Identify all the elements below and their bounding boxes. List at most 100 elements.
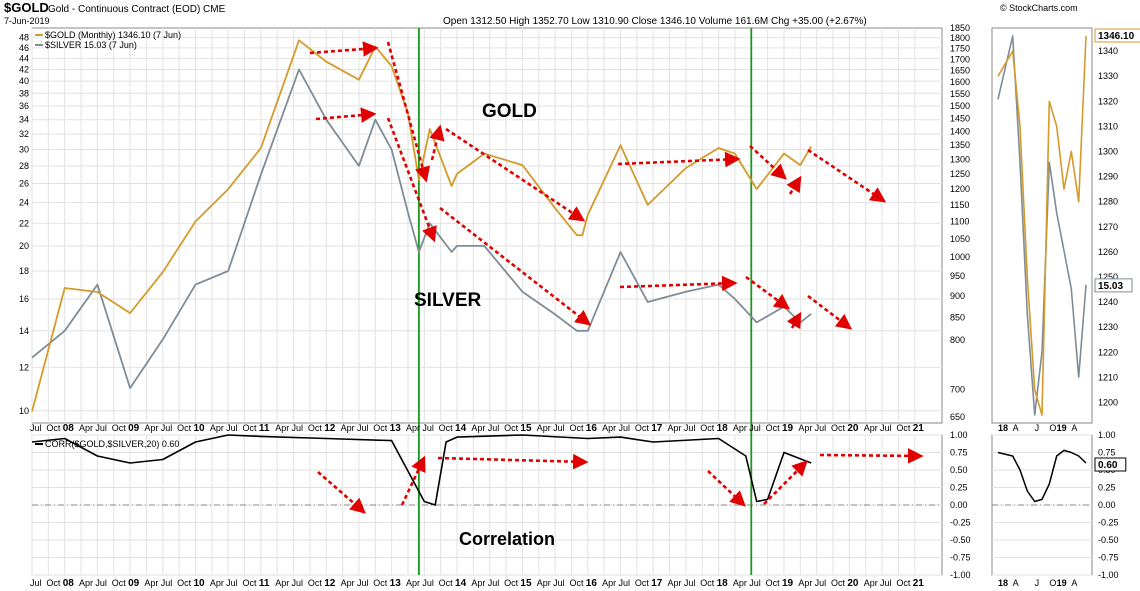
corr-tick-label: -0.75 <box>950 553 971 563</box>
symbol-title: $GOLD <box>4 0 49 15</box>
trend-arrow <box>749 145 787 180</box>
y-left-tick-label: 20 <box>19 241 29 251</box>
trend-arrow <box>315 107 377 123</box>
x-tick-label: Apr <box>471 423 485 433</box>
y-right-tick-label: 1150 <box>950 200 969 210</box>
x-tick-label: Apr <box>864 423 878 433</box>
x-tick-label: Jul <box>880 578 892 588</box>
y-left-tick-label: 30 <box>19 144 29 154</box>
side-tick-label: 1320 <box>1098 96 1118 106</box>
x-tick-label: Oct <box>766 578 781 588</box>
watermark: © StockCharts.com <box>1000 3 1078 13</box>
y-right-tick-label: 1700 <box>950 54 970 64</box>
y-left-tick-label: 24 <box>19 198 29 208</box>
side-x-tick-label: A <box>1013 423 1019 433</box>
x-tick-label: Oct <box>569 578 584 588</box>
x-tick-label: Apr <box>668 423 682 433</box>
side-tick-label: 1330 <box>1098 71 1118 81</box>
side-tick-label: 1300 <box>1098 146 1118 156</box>
side-x-tick-label: 18 <box>998 423 1008 433</box>
side-tick-label: 1200 <box>1098 397 1118 407</box>
y-left-tick-label: 14 <box>19 326 29 336</box>
gold-legend: $GOLD (Monthly) 1346.10 (7 Jun) <box>45 30 181 40</box>
y-left-tick-label: 32 <box>19 129 29 139</box>
side-corr-tick-label: -1.00 <box>1098 570 1119 580</box>
x-tick-label: Oct <box>896 423 911 433</box>
svg-text:0.60: 0.60 <box>1098 460 1118 471</box>
y-left-tick-label: 10 <box>19 406 29 416</box>
x-tick-label: Oct <box>373 423 388 433</box>
contract-name: Gold - Continuous Contract (EOD) CME <box>48 4 226 15</box>
corr-tick-label: -0.25 <box>950 518 971 528</box>
y-left-tick-label: 40 <box>19 76 29 86</box>
trend-arrow <box>807 148 887 203</box>
y-left-tick-label: 36 <box>19 101 29 111</box>
y-left-tick-label: 42 <box>19 64 29 74</box>
side-x-tick-label: O <box>1049 423 1056 433</box>
trend-arrow <box>819 448 924 464</box>
x-tick-label: 13 <box>390 578 402 589</box>
gold-annotation: GOLD <box>482 101 537 122</box>
x-tick-label: 19 <box>782 578 794 589</box>
trend-arrow <box>400 455 426 506</box>
panel-frame-0 <box>31 27 943 424</box>
y-right-tick-label: 650 <box>950 412 965 422</box>
x-tick-label: Apr <box>275 423 289 433</box>
y-right-tick-label: 1300 <box>950 154 970 164</box>
x-tick-label: Jul <box>30 578 42 588</box>
side-x-tick-label: A <box>1071 578 1077 588</box>
corr-tick-label: 0.75 <box>950 448 968 458</box>
silver-value-box: 15.03 <box>1094 278 1133 293</box>
trend-arrow <box>807 294 853 330</box>
x-tick-label: 14 <box>455 578 467 589</box>
x-tick-label: Oct <box>504 423 519 433</box>
x-tick-label: 08 <box>63 423 75 434</box>
trend-arrow <box>619 275 738 292</box>
x-tick-label: 18 <box>717 578 729 589</box>
x-tick-label: Oct <box>831 423 846 433</box>
side-x-tick-label: 19 <box>1057 578 1067 588</box>
side-x-tick-label: 19 <box>1057 423 1067 433</box>
side-tick-label: 1260 <box>1098 247 1118 257</box>
side-corr-tick-label: 1.00 <box>1098 430 1116 440</box>
y-left-tick-label: 46 <box>19 43 29 53</box>
panel-frame-2 <box>991 27 1093 424</box>
y-right-tick-label: 1550 <box>950 89 970 99</box>
x-tick-label: 10 <box>193 423 205 434</box>
x-tick-label: Apr <box>144 423 158 433</box>
x-tick-label: 17 <box>651 578 663 589</box>
x-tick-label: Jul <box>880 423 892 433</box>
x-tick-label: Oct <box>243 423 258 433</box>
x-tick-label: Oct <box>569 423 584 433</box>
side-tick-label: 1290 <box>1098 172 1118 182</box>
x-tick-label: Jul <box>292 423 304 433</box>
x-tick-label: Oct <box>635 578 650 588</box>
x-tick-label: Apr <box>733 423 747 433</box>
trend-arrow <box>429 124 445 161</box>
x-tick-label: Apr <box>537 423 551 433</box>
y-right-tick-label: 1250 <box>950 169 970 179</box>
trend-arrow <box>386 117 437 243</box>
y-right-tick-label: 1200 <box>950 184 970 194</box>
date-label: 7-Jun-2019 <box>4 16 50 26</box>
trend-arrow <box>745 275 791 310</box>
x-tick-label: Oct <box>766 423 781 433</box>
y-left-tick-label: 34 <box>19 115 29 125</box>
x-tick-label: Jul <box>226 423 238 433</box>
svg-text:15.03: 15.03 <box>1098 281 1123 292</box>
side-corr-tick-label: -0.25 <box>1098 518 1119 528</box>
x-tick-label: Apr <box>341 578 355 588</box>
y-left-tick-label: 16 <box>19 294 29 304</box>
x-tick-label: 10 <box>193 578 205 589</box>
x-tick-label: Oct <box>896 578 911 588</box>
x-tick-label: 16 <box>586 423 598 434</box>
side-tick-label: 1280 <box>1098 197 1118 207</box>
x-tick-label: Apr <box>79 578 93 588</box>
x-tick-label: Jul <box>226 578 238 588</box>
trend-arrow <box>437 453 589 470</box>
corr-tick-label: -0.50 <box>950 535 971 545</box>
y-left-tick-label: 38 <box>19 88 29 98</box>
side-tick-label: 1270 <box>1098 222 1118 232</box>
y-left-tick-label: 28 <box>19 161 29 171</box>
side-x-tick-label: A <box>1013 578 1019 588</box>
